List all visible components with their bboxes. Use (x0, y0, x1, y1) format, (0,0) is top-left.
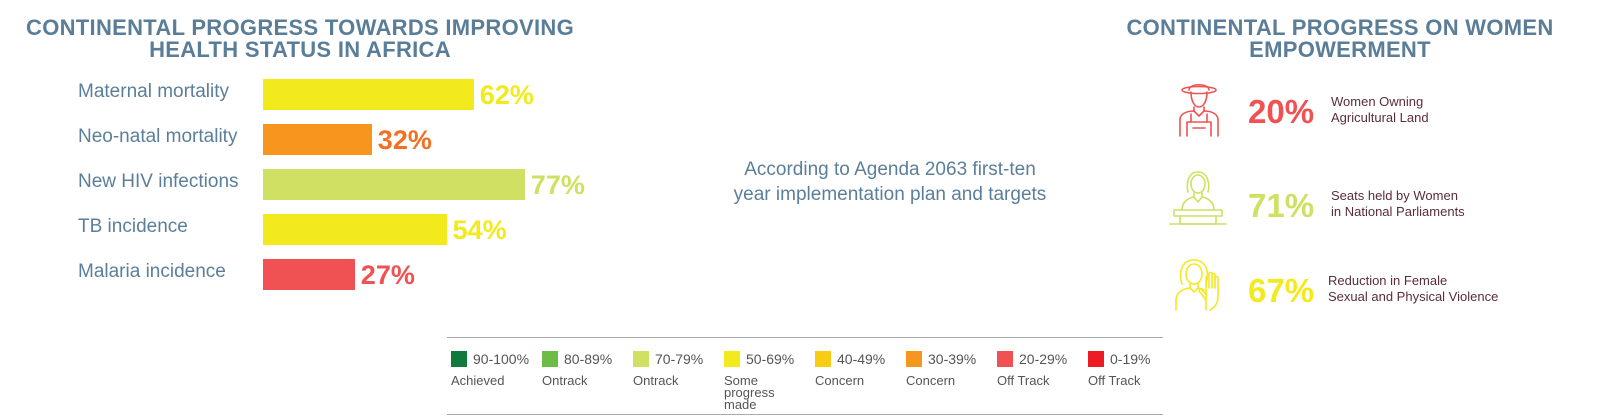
legend-swatch (633, 351, 649, 367)
legend-item: 20-29% Off Track (997, 349, 1089, 387)
bar (263, 169, 525, 200)
women-violence-text: Reduction in Female Sexual and Physical … (1328, 273, 1498, 305)
legend-status: Concern (906, 373, 956, 388)
women-land-value: 20% (1248, 93, 1315, 130)
women-land-text: Women Owning Agricultural Land (1331, 94, 1429, 126)
legend-swatch (724, 351, 740, 367)
legend-status: Ontrack (542, 373, 588, 388)
legend-status: Off Track (997, 373, 1050, 388)
legend-item: 70-79% Ontrack (633, 349, 725, 387)
health-chart-title: CONTINENTAL PROGRESS TOWARDS IMPROVING H… (20, 17, 580, 61)
bar-value-label: 54% (452, 215, 507, 245)
legend-item: 30-39% Concern (906, 349, 998, 387)
legend-range: 70-79% (655, 351, 704, 367)
woman-at-podium-icon (1169, 171, 1227, 225)
legend-swatch (542, 351, 558, 367)
progress-legend: 90-100% Achieved 80-89% Ontrack 70-79% Ontrac… (447, 337, 1163, 415)
bar-value-label: 27% (360, 260, 415, 290)
health-title-line-2: HEALTH STATUS IN AFRICA (149, 37, 451, 62)
women-land-text-line-1: Women Owning (1331, 94, 1424, 109)
legend-swatch (815, 351, 831, 367)
bar (263, 259, 355, 290)
bar-category-label: Neo-natal mortality (78, 126, 238, 147)
center-note-line-1: According to Agenda 2063 first-ten (744, 159, 1036, 180)
women-violence-value: 67% (1248, 272, 1315, 309)
women-parliament-value: 71% (1248, 187, 1315, 224)
women-parliament-text-line-1: Seats held by Women (1331, 188, 1458, 203)
legend-range: 20-29% (1019, 351, 1068, 367)
legend-status: Concern (815, 373, 865, 388)
health-title-line-1: CONTINENTAL PROGRESS TOWARDS IMPROVING (26, 15, 574, 40)
women-title-line-2: EMPOWERMENT (1249, 37, 1431, 62)
legend-item: 90-100% Achieved (451, 349, 543, 387)
bar-value-label: 62% (479, 80, 534, 110)
legend-range: 80-89% (564, 351, 613, 367)
women-violence-text-line-2: Sexual and Physical Violence (1328, 289, 1499, 304)
legend-item: 80-89% Ontrack (542, 349, 634, 387)
legend-item: 0-19% Off Track (1088, 349, 1180, 387)
legend-swatch (451, 351, 467, 367)
legend-range: 90-100% (473, 351, 530, 367)
women-empowerment-title: CONTINENTAL PROGRESS ON WOMEN EMPOWERMEN… (1110, 17, 1570, 61)
bar (263, 214, 447, 245)
women-land-text-line-2: Agricultural Land (1331, 110, 1429, 125)
legend-swatch (906, 351, 922, 367)
bar (263, 124, 372, 155)
legend-swatch (997, 351, 1013, 367)
legend-range: 40-49% (837, 351, 886, 367)
center-note-line-2: year implementation plan and targets (733, 184, 1047, 205)
bar-category-label: New HIV infections (78, 171, 239, 192)
bar-category-label: Maternal mortality (78, 81, 229, 102)
legend-swatch (1088, 351, 1104, 367)
legend-bottom-rule (447, 414, 1163, 415)
bar-value-label: 77% (530, 170, 585, 200)
legend-range: 30-39% (928, 351, 977, 367)
bar-category-label: Malaria incidence (78, 261, 226, 282)
center-note: According to Agenda 2063 first-ten year … (680, 157, 1100, 207)
legend-status: Off Track (1088, 373, 1141, 388)
women-parliament-text: Seats held by Women in National Parliame… (1331, 188, 1465, 220)
women-title-line-1: CONTINENTAL PROGRESS ON WOMEN (1126, 15, 1554, 40)
farmer-woman-icon (1179, 83, 1219, 137)
legend-item: 40-49% Concern (815, 349, 907, 387)
women-violence-text-line-1: Reduction in Female (1328, 273, 1448, 288)
legend-item: 50-69% Some progress made (724, 349, 816, 411)
legend-status: Achieved (451, 373, 505, 388)
bar-value-label: 32% (377, 125, 432, 155)
legend-range: 50-69% (746, 351, 795, 367)
legend-range: 0-19% (1110, 351, 1151, 367)
bar-category-label: TB incidence (78, 216, 188, 237)
woman-stop-hand-icon (1175, 259, 1219, 311)
legend-top-rule (447, 337, 1163, 338)
legend-status: Some progress made (724, 373, 775, 412)
bar (263, 79, 474, 110)
women-parliament-text-line-2: in National Parliaments (1331, 204, 1465, 219)
legend-status: Ontrack (633, 373, 679, 388)
